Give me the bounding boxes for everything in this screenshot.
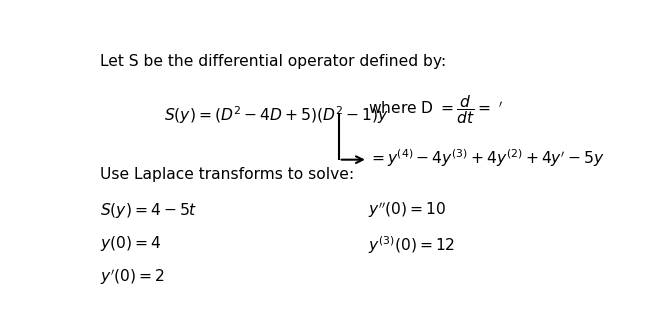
Text: $y''(0) = 10$: $y''(0) = 10$ <box>368 201 446 220</box>
Text: where D $=\dfrac{d}{dt}=$ $'$: where D $=\dfrac{d}{dt}=$ $'$ <box>368 93 503 126</box>
Text: $= y^{(4)} - 4y^{(3)} + 4y^{(2)} + 4y' - 5y$: $= y^{(4)} - 4y^{(3)} + 4y^{(2)} + 4y' -… <box>368 147 604 169</box>
Text: $S(y) = 4 - 5t$: $S(y) = 4 - 5t$ <box>100 201 197 220</box>
Text: $y^{(3)}(0) = 12$: $y^{(3)}(0) = 12$ <box>368 234 455 256</box>
Text: $S(y) = (D^2 - 4D + 5)(D^2 - 1)y$: $S(y) = (D^2 - 4D + 5)(D^2 - 1)y$ <box>164 104 389 126</box>
Text: Use Laplace transforms to solve:: Use Laplace transforms to solve: <box>100 167 355 182</box>
Text: Let S be the differential operator defined by:: Let S be the differential operator defin… <box>100 54 446 69</box>
Text: $y(0) = 4$: $y(0) = 4$ <box>100 234 162 253</box>
Text: $y'(0) = 2$: $y'(0) = 2$ <box>100 268 165 287</box>
